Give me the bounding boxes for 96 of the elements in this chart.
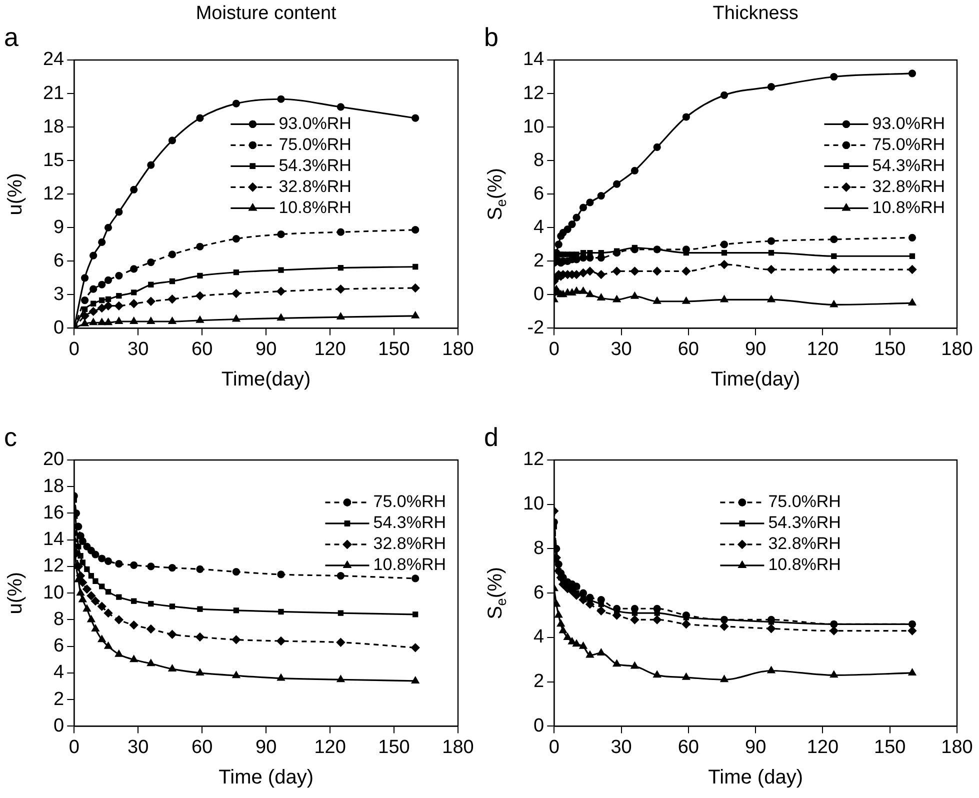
y-tick-label: 12 [42,183,64,204]
y-tick-label: 2 [534,671,544,692]
x-tick-label: 150 [874,736,906,758]
y-tick-label: 8 [534,150,544,171]
y-tick-label: 8 [54,608,64,630]
legend-label: 93.0%RH [872,114,946,133]
chart-title: Moisture content [196,3,338,24]
legend-label: 32.8%RH [768,534,841,554]
legend-label: 10.8%RH [872,198,946,217]
y-tick-label: 2 [534,250,544,272]
y-tick-label: 20 [42,449,64,470]
legend-label: 10.8%RH [278,198,352,217]
x-tick-label: 180 [941,338,973,360]
y-tick-label: 6 [54,250,64,272]
y-tick-label: 0 [534,284,544,305]
y-tick-label: 12 [522,82,544,104]
y-axis-title: u(%) [4,572,27,614]
legend-label: 54.3%RH [278,156,352,175]
x-tick-label: 0 [548,736,560,758]
y-tick-label: 14 [522,49,545,70]
text: b [484,22,498,52]
y-tick-label: 0 [54,317,64,338]
y-tick-label: 21 [42,82,64,104]
x-tick-label: 30 [128,338,149,360]
legend-label: 93.0%RH [278,114,352,133]
x-tick-label: 120 [806,736,839,758]
x-tick-label: 120 [314,736,346,758]
x-tick-label: 120 [806,338,839,360]
x-tick-label: 180 [442,736,474,758]
y-tick-label: 10 [522,116,544,138]
x-tick-label: 120 [314,338,346,360]
chart-title: Thickness [712,3,798,24]
y-tick-label: -2 [527,317,544,338]
text: a [4,22,19,52]
x-axis-title: Time(day) [710,368,800,391]
x-tick-label: 60 [678,736,699,758]
legend-label: 54.3%RH [768,513,841,532]
y-tick-label: 2 [54,688,64,710]
x-tick-label: 30 [610,338,632,360]
y-tick-label: 6 [534,183,544,204]
legend-label: 54.3%RH [373,513,446,532]
legend-label: 75.0%RH [768,492,841,512]
x-tick-label: 90 [744,736,766,758]
legend-label: 54.3%RH [872,156,946,175]
y-tick-label: 0 [534,715,544,736]
x-tick-label: 90 [255,338,277,360]
text: d [484,422,498,452]
y-tick-label: 6 [54,636,64,657]
legend-label: 75.0%RH [278,134,352,154]
x-tick-label: 60 [192,338,213,360]
legend-label: 75.0%RH [872,134,946,154]
y-axis-title: Se(%) [484,168,509,220]
x-axis-title: Time(day) [221,368,311,391]
y-tick-label: 4 [54,662,65,684]
x-tick-label: 150 [378,736,410,758]
y-tick-label: 15 [42,150,64,171]
y-tick-label: 10 [42,582,64,604]
legend-label: 10.8%RH [373,555,446,574]
legend-label: 10.8%RH [768,555,841,574]
x-tick-label: 180 [442,338,474,360]
y-tick-label: 4 [534,626,545,648]
y-tick-label: 0 [54,715,64,736]
legend-label: 32.8%RH [278,176,352,196]
y-tick-label: 9 [54,216,64,238]
text: c [4,422,17,452]
y-tick-label: 12 [522,449,544,470]
x-tick-label: 180 [941,736,973,758]
y-tick-label: 6 [534,582,544,604]
x-tick-label: 90 [744,338,766,360]
y-tick-label: 18 [42,116,64,138]
x-tick-label: 0 [68,338,80,360]
x-tick-label: 30 [610,736,632,758]
x-axis-title: Time (day) [708,766,803,789]
y-tick-label: 3 [54,284,64,305]
x-tick-label: 0 [548,338,560,360]
y-tick-label: 8 [534,538,544,559]
y-tick-label: 14 [42,529,65,550]
x-tick-label: 90 [255,736,277,758]
y-axis-title: u(%) [4,172,27,216]
x-tick-label: 30 [128,736,149,758]
legend-label: 32.8%RH [373,534,446,554]
y-tick-label: 10 [522,494,544,515]
legend-label: 75.0%RH [373,492,446,512]
y-tick-label: 18 [42,476,64,497]
y-axis-title: Se(%) [484,566,509,620]
y-tick-label: 4 [534,216,545,238]
x-tick-label: 150 [378,338,410,360]
x-tick-label: 150 [874,338,906,360]
x-tick-label: 60 [192,736,213,758]
x-tick-label: 60 [678,338,699,360]
y-tick-label: 24 [42,49,65,70]
x-tick-label: 0 [68,736,80,758]
y-tick-label: 12 [42,556,64,577]
x-axis-title: Time (day) [218,766,314,789]
y-tick-label: 16 [42,502,64,524]
legend-label: 32.8%RH [872,176,946,196]
